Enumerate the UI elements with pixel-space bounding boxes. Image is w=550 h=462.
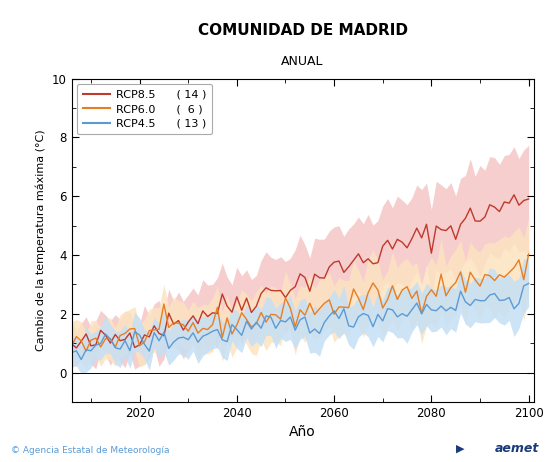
Text: COMUNIDAD DE MADRID: COMUNIDAD DE MADRID <box>197 23 408 38</box>
Text: aemet: aemet <box>494 442 539 455</box>
Text: ANUAL: ANUAL <box>281 55 324 68</box>
X-axis label: Año: Año <box>289 426 316 439</box>
Y-axis label: Cambio de la temperatura máxima (°C): Cambio de la temperatura máxima (°C) <box>36 129 46 351</box>
Text: © Agencia Estatal de Meteorología: © Agencia Estatal de Meteorología <box>11 446 169 455</box>
Text: ▶: ▶ <box>456 444 465 454</box>
Legend: RCP8.5      ( 14 ), RCP6.0      (  6 ), RCP4.5      ( 13 ): RCP8.5 ( 14 ), RCP6.0 ( 6 ), RCP4.5 ( 13… <box>77 84 212 134</box>
